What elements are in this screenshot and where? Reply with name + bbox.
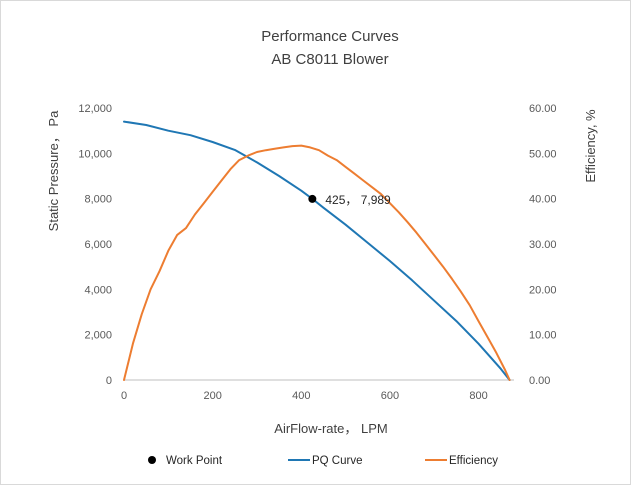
y-tick-label: 4,000 <box>84 284 112 296</box>
work-point-marker <box>308 194 317 203</box>
x-axis-title: AirFlow-rate， LPM <box>274 421 387 436</box>
x-tick-label: 0 <box>121 390 127 402</box>
y2-axis-title: Efficiency, % <box>583 109 598 183</box>
y-tick-label: 0 <box>106 375 112 387</box>
y2-tick-label: 40.00 <box>529 194 557 206</box>
y2-tick-label: 10.00 <box>529 330 557 342</box>
y2-tick-label: 20.00 <box>529 284 557 296</box>
legend-label-work_point: Work Point <box>166 455 223 467</box>
legend-swatch-work-point <box>148 456 156 464</box>
x-tick-label: 600 <box>381 390 399 402</box>
y-tick-label: 12,000 <box>78 103 112 115</box>
x-tick-label: 800 <box>469 390 487 402</box>
legend-label-pq: PQ Curve <box>312 455 363 467</box>
legend-label-eff: Efficiency <box>449 455 498 467</box>
y-tick-label: 8,000 <box>84 194 112 206</box>
x-tick-label: 200 <box>203 390 221 402</box>
pq-curve-line <box>123 120 511 381</box>
chart-title: Performance Curves <box>261 28 399 45</box>
y2-tick-label: 30.00 <box>529 239 557 251</box>
work-point-label: 425， 7,989 <box>325 193 391 207</box>
y-tick-label: 2,000 <box>84 330 112 342</box>
y-axis-title: Static Pressure， Pa <box>46 110 61 231</box>
y-tick-label: 6,000 <box>84 239 112 251</box>
y2-tick-label: 0.00 <box>529 375 550 387</box>
y-tick-label: 10,000 <box>78 148 112 160</box>
y2-tick-label: 50.00 <box>529 148 557 160</box>
efficiency-line <box>123 144 511 381</box>
y2-tick-label: 60.00 <box>529 103 557 115</box>
x-tick-label: 400 <box>292 390 310 402</box>
chart-subtitle: AB C8011 Blower <box>271 51 388 68</box>
